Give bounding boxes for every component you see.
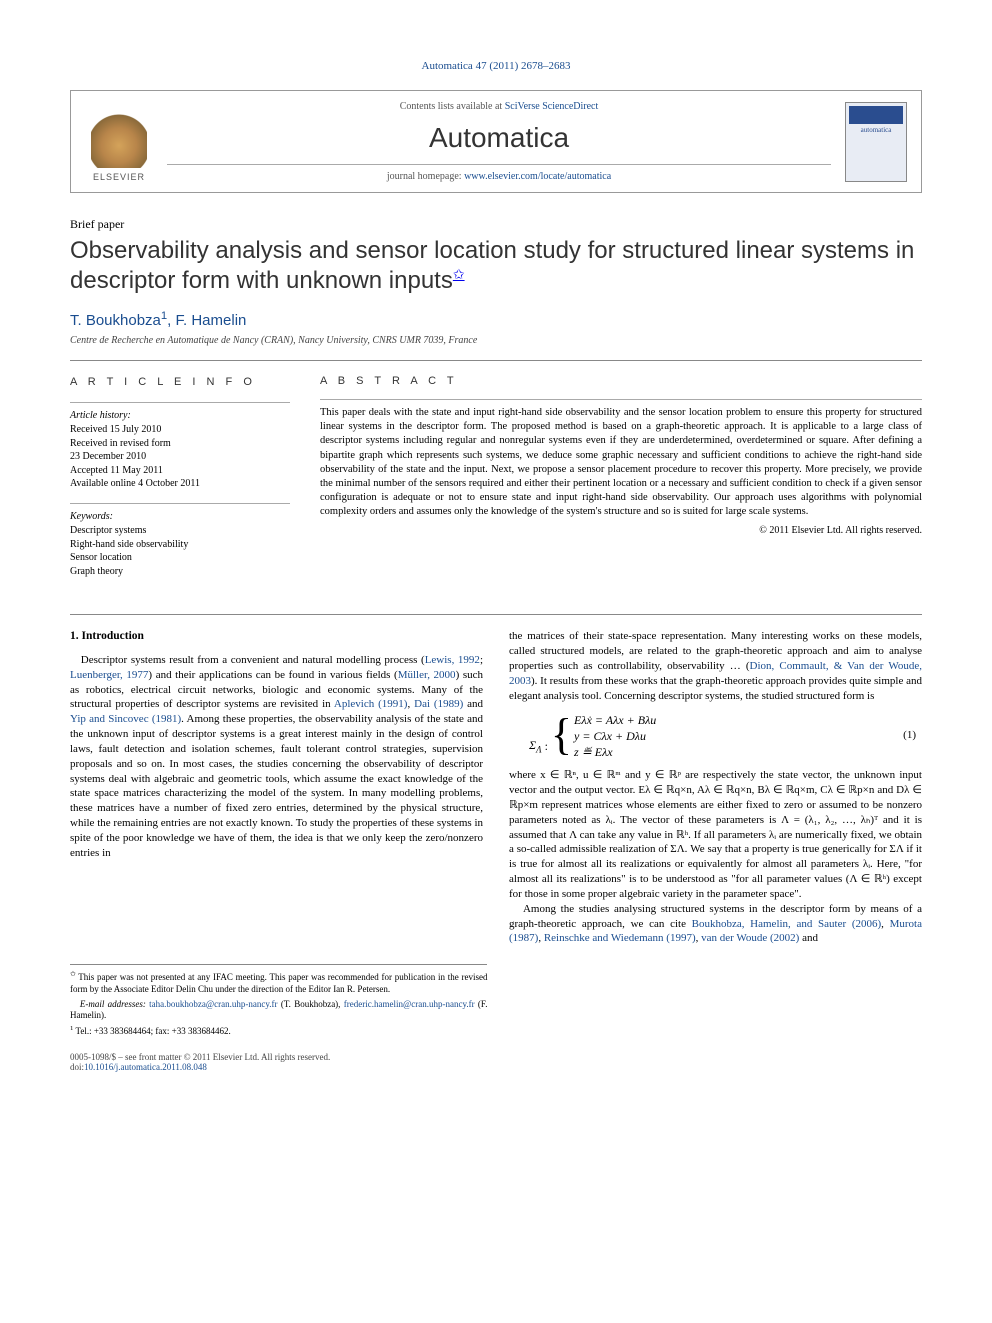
- author-link-2[interactable]: F. Hamelin: [176, 312, 247, 329]
- journal-name: Automatica: [167, 122, 831, 154]
- revised-date: 23 December 2010: [70, 450, 290, 464]
- abstract-text: This paper deals with the state and inpu…: [320, 406, 922, 519]
- elsevier-label: ELSEVIER: [93, 172, 145, 182]
- affiliation: Centre de Recherche en Automatique de Na…: [70, 335, 922, 346]
- citation-link[interactable]: Reinschke and Wiedemann (1997): [544, 932, 696, 944]
- running-head-link[interactable]: Automatica 47 (2011) 2678–2683: [422, 60, 571, 72]
- contents-prefix: Contents lists available at: [400, 101, 505, 112]
- brace-icon: {: [551, 720, 572, 751]
- elsevier-logo: ELSEVIER: [85, 102, 153, 182]
- page-footer: 0005-1098/$ – see front matter © 2011 El…: [70, 1052, 922, 1072]
- eq-line: z ≝ Eλx: [574, 744, 656, 760]
- equation: ΣΛ : { Eλẋ = Aλx + Bλu y = Cλx + Dλu z ≝…: [509, 712, 903, 761]
- author-sep: ,: [167, 312, 175, 329]
- accepted-date: Accepted 11 May 2011: [70, 464, 290, 478]
- paragraph: Among the studies analysing structured s…: [509, 902, 922, 947]
- footnote-text: This paper was not presented at any IFAC…: [70, 972, 487, 994]
- keyword: Graph theory: [70, 565, 290, 579]
- info-rule-2: [70, 503, 290, 504]
- contents-line: Contents lists available at SciVerse Sci…: [167, 101, 831, 112]
- equation-number: (1): [903, 728, 922, 743]
- elsevier-tree-icon: [91, 112, 147, 168]
- column-left: 1. Introduction Descriptor systems resul…: [70, 629, 483, 946]
- keyword: Sensor location: [70, 551, 290, 565]
- citation-link[interactable]: Boukhobza, Hamelin, and Sauter (2006): [692, 918, 882, 930]
- journal-cover-thumbnail: automatica: [845, 102, 907, 182]
- keyword: Descriptor systems: [70, 524, 290, 538]
- top-rule: [70, 360, 922, 361]
- journal-header: ELSEVIER Contents lists available at Sci…: [70, 90, 922, 193]
- email-label: E-mail addresses:: [80, 999, 149, 1009]
- footnotes: ✩ This paper was not presented at any IF…: [70, 964, 487, 1037]
- text-run: . Among these properties, the observabil…: [70, 713, 483, 859]
- citation-link[interactable]: Lewis, 1992: [425, 654, 480, 666]
- author-link-1[interactable]: T. Boukhobza: [70, 312, 161, 329]
- history-label: Article history:: [70, 409, 290, 423]
- title-text: Observability analysis and sensor locati…: [70, 237, 914, 294]
- eq-sub: Λ: [536, 745, 541, 755]
- footnote-star: ✩ This paper was not presented at any IF…: [70, 971, 487, 995]
- mid-rule: [70, 614, 922, 615]
- section-heading: 1. Introduction: [70, 629, 483, 645]
- footer-copyright: 0005-1098/$ – see front matter © 2011 El…: [70, 1052, 330, 1062]
- authors: T. Boukhobza1, F. Hamelin: [70, 310, 922, 329]
- copyright: © 2011 Elsevier Ltd. All rights reserved…: [320, 525, 922, 536]
- paragraph: Descriptor systems result from a conveni…: [70, 653, 483, 861]
- email-link[interactable]: taha.boukhobza@cran.uhp-nancy.fr: [149, 999, 277, 1009]
- article-info-heading: A R T I C L E I N F O: [70, 375, 290, 390]
- homepage-link[interactable]: www.elsevier.com/locate/automatica: [464, 171, 611, 182]
- citation-link[interactable]: van der Woude (2002): [701, 932, 799, 944]
- text-run: and: [799, 932, 818, 944]
- keywords-label: Keywords:: [70, 510, 290, 524]
- section-label: Brief paper: [70, 217, 922, 232]
- citation-link[interactable]: Dai (1989): [414, 698, 463, 710]
- info-rule-1: [70, 402, 290, 403]
- footer-doi: doi:10.1016/j.automatica.2011.08.048: [70, 1062, 330, 1072]
- citation-link[interactable]: Luenberger, 1977: [70, 669, 148, 681]
- text-run: and: [463, 698, 483, 710]
- equation-row: ΣΛ : { Eλẋ = Aλx + Bλu y = Cλx + Dλu z ≝…: [509, 712, 922, 761]
- text-run: where x ∈ ℝⁿ, u ∈ ℝᵐ and y ∈ ℝᵖ are resp…: [509, 769, 922, 900]
- text-run: Descriptor systems result from a conveni…: [81, 654, 425, 666]
- footnote-tel: 1 Tel.: +33 383684464; fax: +33 38368446…: [70, 1025, 487, 1038]
- abstract-column: A B S T R A C T This paper deals with th…: [320, 375, 922, 590]
- running-head: Automatica 47 (2011) 2678–2683: [70, 60, 922, 72]
- received-date: Received 15 July 2010: [70, 423, 290, 437]
- online-date: Available online 4 October 2011: [70, 477, 290, 491]
- footnote-text: Tel.: +33 383684464; fax: +33 383684462.: [73, 1026, 230, 1036]
- doi-link[interactable]: 10.1016/j.automatica.2011.08.048: [84, 1062, 207, 1072]
- doi-prefix: doi:: [70, 1062, 84, 1072]
- revised-label: Received in revised form: [70, 437, 290, 451]
- citation-link[interactable]: Yip and Sincovec (1981): [70, 713, 181, 725]
- sciencedirect-link[interactable]: SciVerse ScienceDirect: [505, 101, 599, 112]
- footnote-emails: E-mail addresses: taha.boukhobza@cran.uh…: [70, 999, 487, 1022]
- keyword: Right-hand side observability: [70, 538, 290, 552]
- eq-line: y = Cλx + Dλu: [574, 728, 656, 744]
- header-rule: [167, 164, 831, 165]
- article-info-column: A R T I C L E I N F O Article history: R…: [70, 375, 290, 590]
- text-run: ;: [480, 654, 483, 666]
- cover-title: automatica: [861, 126, 892, 134]
- body-columns: 1. Introduction Descriptor systems resul…: [70, 629, 922, 946]
- abstract-rule: [320, 399, 922, 400]
- email-link[interactable]: frederic.hamelin@cran.uhp-nancy.fr: [344, 999, 475, 1009]
- column-right: the matrices of their state-space repres…: [509, 629, 922, 946]
- citation-link[interactable]: Aplevich (1991): [334, 698, 408, 710]
- text-run: ) and their applications can be found in…: [148, 669, 397, 681]
- citation-link[interactable]: Müller, 2000: [398, 669, 456, 681]
- text-run: (T. Boukhobza),: [278, 999, 344, 1009]
- homepage-prefix: journal homepage:: [387, 171, 464, 182]
- eq-line: Eλẋ = Aλx + Bλu: [574, 712, 656, 728]
- article-title: Observability analysis and sensor locati…: [70, 236, 922, 296]
- paragraph: the matrices of their state-space repres…: [509, 629, 922, 703]
- text-run: ,: [881, 918, 889, 930]
- text-run: ). It results from these works that the …: [509, 675, 922, 702]
- title-footnote-marker[interactable]: ✩: [453, 266, 465, 282]
- abstract-heading: A B S T R A C T: [320, 375, 922, 387]
- homepage-line: journal homepage: www.elsevier.com/locat…: [167, 171, 831, 182]
- paragraph: where x ∈ ℝⁿ, u ∈ ℝᵐ and y ∈ ℝᵖ are resp…: [509, 768, 922, 902]
